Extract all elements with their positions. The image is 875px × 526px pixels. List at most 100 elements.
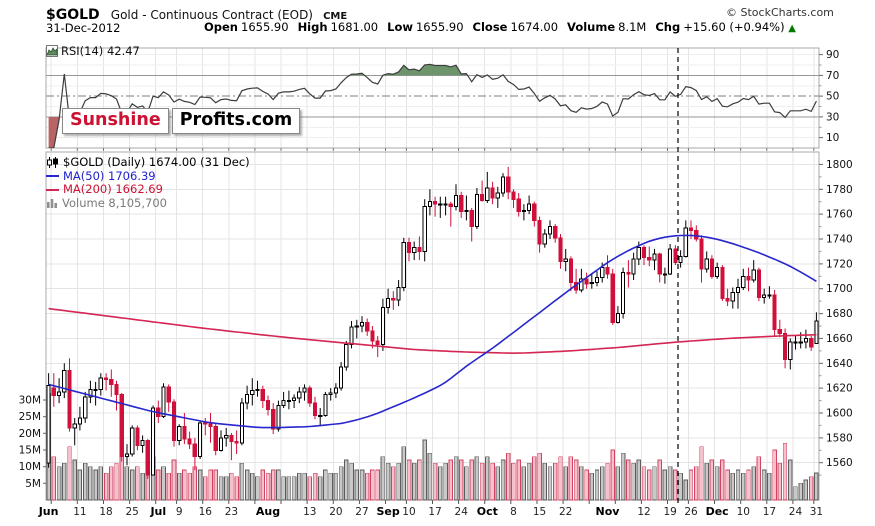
rsi-legend-label: RSI(14) 42.47 — [61, 44, 140, 58]
date-axis-labels: Jun 11 18 25 Jul 9 16 23 Aug 13 20 27 Sep 10 17 24 Oct 8 1… — [38, 148, 823, 518]
volume-bar — [547, 466, 553, 501]
volume-bar — [135, 466, 140, 501]
legend-ma200-label: MA(200) 1662.69 — [63, 182, 163, 196]
candle-down — [365, 321, 370, 332]
candle-up — [124, 453, 130, 457]
axis-label: Dec — [706, 505, 729, 518]
candle-down — [114, 383, 119, 395]
axis-label: 1620 — [826, 383, 853, 395]
candle-up — [56, 391, 62, 397]
volume-bar — [129, 469, 135, 501]
volume-bar — [411, 462, 417, 501]
volume-bar — [526, 462, 532, 501]
candle-up — [72, 423, 77, 429]
axis-label: 18 — [99, 506, 112, 518]
volume-bar — [720, 459, 725, 501]
candle-up — [224, 434, 229, 439]
candle-down — [448, 203, 453, 208]
candle-up — [443, 203, 448, 206]
volume-bar — [192, 466, 198, 501]
volume-bar — [338, 466, 344, 501]
volume-bar — [615, 466, 621, 501]
candle-down — [135, 427, 140, 446]
candle-down — [265, 400, 271, 410]
candle-up — [453, 195, 459, 208]
candle-up — [464, 209, 469, 213]
volume-bar — [793, 486, 798, 501]
candle-down — [699, 238, 704, 270]
volume-bar — [741, 472, 746, 501]
volume-bar — [730, 472, 736, 501]
candle-up — [250, 390, 255, 395]
volume-bar — [281, 476, 286, 501]
legend-series-row: $GOLD (Daily) 1674.00 (31 Dec) — [46, 155, 250, 170]
candle-down — [119, 393, 124, 457]
volume-bar — [636, 459, 642, 501]
volume-bar — [798, 482, 803, 501]
candle-up — [245, 393, 250, 404]
candle-up — [500, 176, 506, 194]
volume-bar — [380, 456, 386, 501]
volume-bar — [532, 456, 537, 501]
candle-up — [386, 298, 391, 308]
candle-up — [151, 407, 156, 476]
candle-down — [67, 370, 72, 429]
volume-bar — [197, 469, 203, 501]
candle-down — [558, 237, 563, 262]
volume-bar — [678, 472, 683, 501]
candle-down — [809, 337, 814, 348]
volume-bar — [657, 459, 662, 501]
volume-bar — [312, 472, 318, 501]
volume-bar — [354, 469, 360, 501]
candle-up — [380, 306, 385, 346]
volume-bar — [485, 456, 490, 501]
volume-bar — [370, 469, 375, 501]
volume-bar — [391, 466, 396, 501]
volume-bar — [772, 449, 777, 501]
volume-bar — [558, 456, 563, 501]
volume-bar — [495, 466, 501, 501]
volume-bar — [223, 476, 229, 501]
candle-down — [610, 273, 615, 323]
candle-down — [104, 377, 109, 380]
volume-bar — [328, 472, 333, 501]
volume-bar — [490, 462, 495, 501]
axis-label: Sep — [376, 505, 399, 518]
volume-bar — [270, 469, 276, 501]
candle-up — [318, 415, 323, 417]
volume-bar — [594, 469, 600, 501]
candle-down — [673, 248, 678, 264]
volume-bar — [803, 479, 809, 501]
candle-down — [51, 387, 56, 397]
candle-up — [678, 255, 683, 264]
copyright-text: © StockCharts.com — [726, 6, 834, 19]
volume-bar — [375, 469, 380, 501]
volume-bar — [406, 459, 412, 501]
candle-up — [62, 370, 67, 393]
axis-label: 24 — [455, 506, 469, 518]
candle-up — [527, 203, 532, 211]
volume-bar — [77, 469, 83, 501]
volume-bar — [432, 462, 438, 501]
candle-down — [208, 423, 213, 428]
axis-label: 1600 — [826, 408, 853, 420]
volume-bar — [161, 466, 166, 501]
candle-up — [636, 247, 641, 260]
candle-up — [704, 258, 709, 270]
candle-down — [234, 441, 239, 444]
volume-bar — [56, 466, 62, 501]
candle-down — [490, 187, 495, 199]
volume-bar — [427, 452, 433, 501]
candle-up — [161, 386, 166, 418]
volume-bar — [641, 466, 647, 501]
legend-ma50-row: MA(50) 1706.39 — [46, 169, 250, 184]
volume-bar — [788, 459, 793, 501]
volume-bar — [349, 462, 354, 501]
volume-bar — [333, 472, 339, 501]
volume-bar — [213, 469, 218, 501]
rsi-indicator-icon — [46, 45, 58, 57]
candle-down — [777, 329, 782, 334]
volume-bar — [620, 452, 626, 501]
volume-axis-labels: 30M 25M 20M 15M 10M 5M — [19, 395, 46, 490]
volume-bar — [579, 466, 584, 501]
